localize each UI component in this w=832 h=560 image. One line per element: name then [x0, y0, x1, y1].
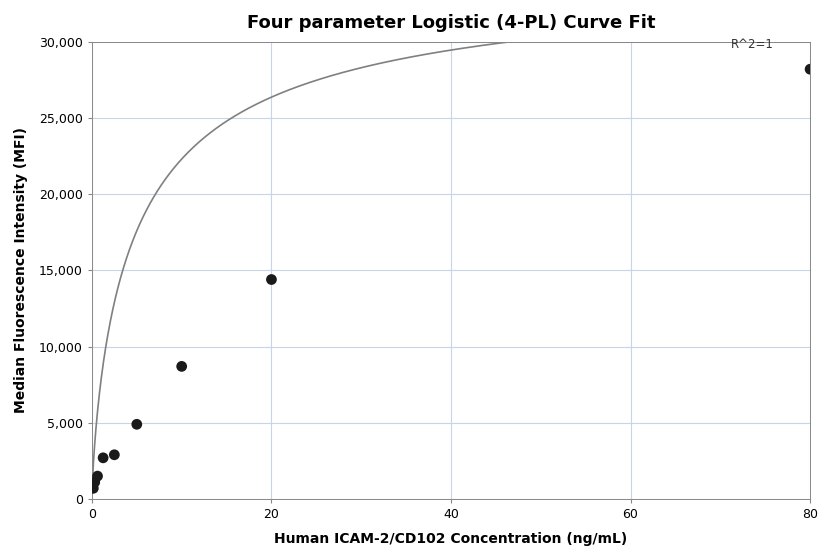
Point — [804, 65, 817, 74]
Point — [107, 450, 121, 459]
Point — [97, 454, 110, 463]
Y-axis label: Median Fluorescence Intensity (MFI): Median Fluorescence Intensity (MFI) — [14, 127, 28, 413]
Point — [265, 275, 278, 284]
X-axis label: Human ICAM-2/CD102 Concentration (ng/mL): Human ICAM-2/CD102 Concentration (ng/mL) — [275, 532, 627, 546]
Text: R^2=1: R^2=1 — [731, 38, 775, 51]
Title: Four parameter Logistic (4-PL) Curve Fit: Four parameter Logistic (4-PL) Curve Fit — [247, 14, 656, 32]
Point — [88, 478, 102, 487]
Point — [175, 362, 188, 371]
Point — [87, 484, 100, 493]
Point — [91, 472, 104, 480]
Point — [130, 420, 143, 429]
